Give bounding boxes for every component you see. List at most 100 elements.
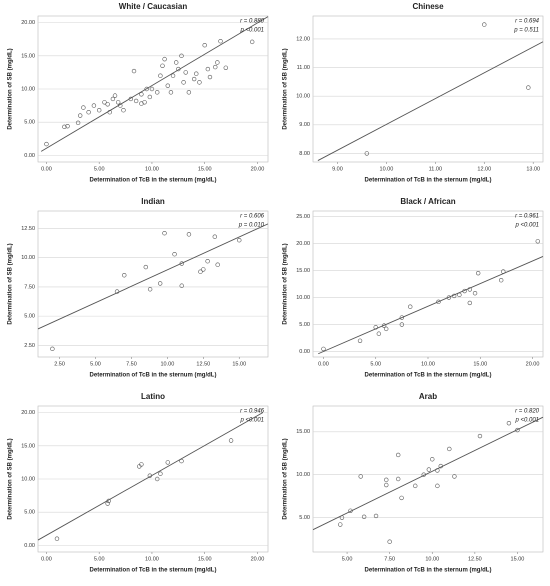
point <box>436 299 441 305</box>
point <box>158 471 163 476</box>
point <box>435 468 440 473</box>
point <box>81 105 86 110</box>
y-tick-label: 2.50 <box>24 343 35 349</box>
point <box>223 65 228 70</box>
panel-title: White / Caucasian <box>119 2 188 11</box>
point <box>218 39 223 44</box>
point <box>515 427 520 433</box>
point <box>165 83 170 88</box>
point <box>339 515 345 520</box>
point <box>430 457 435 462</box>
point <box>162 230 167 236</box>
y-axis-label: Determination of SB (mg/dL) <box>8 438 14 519</box>
x-tick-label: 10.00 <box>145 556 159 562</box>
x-tick-label: 15.00 <box>511 556 525 562</box>
point <box>149 86 155 92</box>
point <box>213 64 218 70</box>
fit-line <box>312 416 544 531</box>
y-tick-label: 5.00 <box>24 510 35 516</box>
point <box>165 460 170 465</box>
point <box>228 438 234 443</box>
annotation: p = 0.511 <box>513 28 539 34</box>
x-tick-label: 7.50 <box>384 556 395 562</box>
point <box>112 93 118 98</box>
x-tick-label: 10.00 <box>160 361 174 367</box>
plot-area <box>312 15 544 163</box>
point <box>376 331 382 336</box>
x-tick-label: 20.00 <box>526 361 540 367</box>
point <box>198 269 203 274</box>
point <box>186 232 192 237</box>
y-tick-label: 5.00 <box>299 515 310 521</box>
x-tick-label: 5.00 <box>94 556 105 562</box>
point <box>107 110 112 115</box>
point <box>249 39 255 45</box>
point <box>122 273 127 278</box>
point <box>373 513 379 519</box>
x-axis-label: Determination of TcB in the sternum (mg/… <box>90 568 217 574</box>
x-tick-label: 20.00 <box>251 556 265 562</box>
point <box>201 267 206 272</box>
annotation: r = 0.820 <box>515 409 540 415</box>
point <box>462 288 467 294</box>
point <box>357 338 363 343</box>
point <box>399 315 405 320</box>
point <box>102 100 107 105</box>
y-tick-label: 15.00 <box>21 443 35 449</box>
point <box>194 71 199 76</box>
point <box>142 100 147 105</box>
point <box>139 92 144 97</box>
y-tick-label: 20.00 <box>21 20 35 26</box>
point <box>162 56 167 62</box>
point <box>181 80 186 85</box>
y-tick-label: 10.00 <box>296 94 310 100</box>
x-tick-label: 15.00 <box>198 556 212 562</box>
point <box>408 304 413 309</box>
y-tick-label: 12.50 <box>21 226 35 232</box>
point <box>383 326 389 332</box>
fit-line <box>317 41 544 161</box>
y-tick-label: 10.00 <box>21 476 35 482</box>
y-tick-label: 10.00 <box>21 255 35 261</box>
point <box>421 472 426 477</box>
x-tick-label: 2.50 <box>54 361 65 367</box>
fit-line <box>37 223 269 330</box>
y-axis-label: Determination of SB (mg/dL) <box>8 243 14 324</box>
point <box>155 90 160 95</box>
point <box>179 53 184 59</box>
point <box>121 108 126 113</box>
point <box>186 90 192 95</box>
point <box>202 42 207 48</box>
y-tick-label: 15.00 <box>21 53 35 59</box>
y-tick-label: 20.00 <box>296 241 310 247</box>
point <box>373 325 378 330</box>
point <box>105 501 110 506</box>
point <box>338 522 343 527</box>
point <box>114 289 120 294</box>
x-tick-label: 15.00 <box>198 166 212 172</box>
point <box>477 433 483 439</box>
y-tick-label: 15.00 <box>296 429 310 435</box>
point <box>457 292 462 298</box>
point <box>160 63 165 68</box>
point <box>395 452 401 458</box>
x-tick-label: 13.00 <box>526 166 540 172</box>
y-tick-label: 0.00 <box>299 349 310 355</box>
point <box>65 123 70 129</box>
point <box>212 234 218 239</box>
annotation: r = 0.961 <box>515 214 539 220</box>
point <box>399 495 404 501</box>
point <box>348 508 353 513</box>
annotation: p <0.001 <box>239 28 264 34</box>
y-tick-label: 0.00 <box>24 543 35 549</box>
x-axis-label: Determination of TcB in the sternum (mg/… <box>90 178 217 184</box>
panel-title: Chinese <box>412 2 444 11</box>
annotation: p <0.001 <box>514 418 539 424</box>
point <box>78 113 83 118</box>
point <box>526 85 531 90</box>
panel: Latino 0.00 5.00 10.00 15.00 20.00 0.00 5.00 10.… <box>8 392 269 574</box>
point <box>451 293 457 299</box>
y-tick-label: 8.00 <box>299 151 310 157</box>
point <box>168 90 174 95</box>
